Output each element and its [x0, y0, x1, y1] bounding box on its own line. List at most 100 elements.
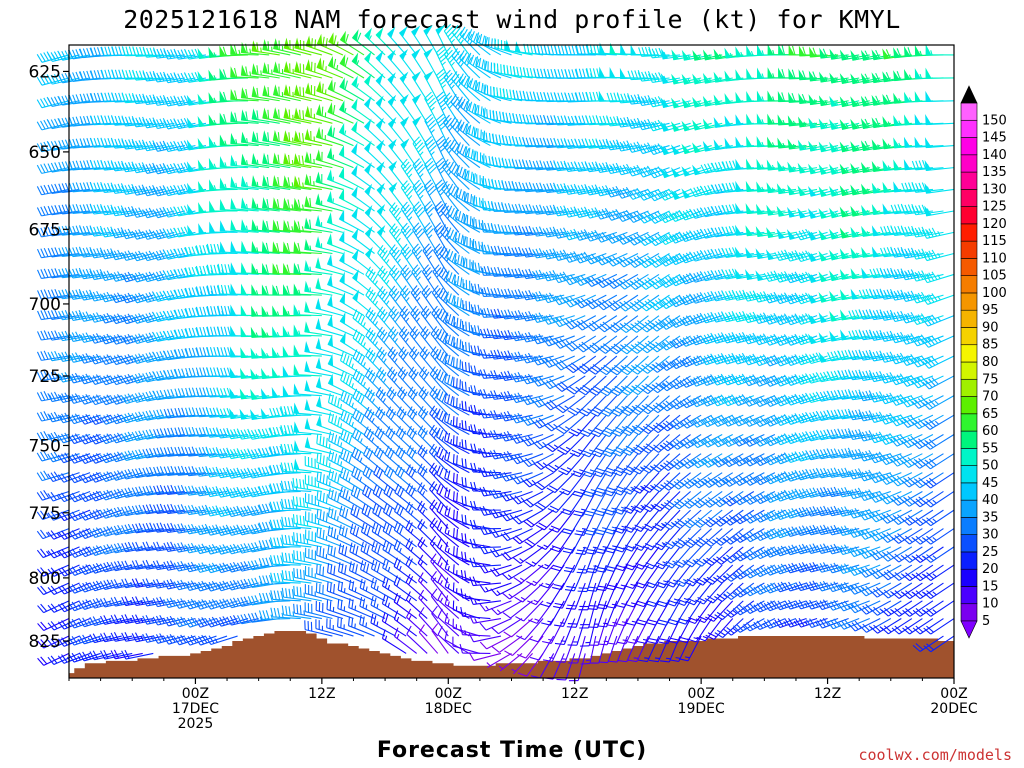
wind-barb-staff — [340, 457, 365, 474]
wind-barb-feather — [199, 306, 203, 316]
wind-barb-pennant — [219, 220, 226, 232]
wind-barb-feather — [86, 137, 91, 148]
wind-barb-feather — [106, 333, 113, 343]
wind-barb-feather — [365, 467, 370, 477]
wind-barb-feather — [47, 433, 54, 443]
wind-barb-feather — [202, 387, 207, 397]
wind-barb-half-feather — [56, 532, 61, 537]
wind-barb-feather — [78, 436, 86, 445]
wind-barb-staff — [104, 294, 133, 303]
wind-barb-staff — [63, 453, 91, 464]
wind-barb-feather — [106, 414, 113, 423]
wind-barb-feather — [40, 639, 48, 647]
wind-barb-feather — [99, 335, 106, 345]
wind-barb-feather — [326, 563, 330, 573]
wind-barb-half-feather — [385, 259, 390, 264]
wind-barb — [99, 452, 133, 464]
wind-barb-staff — [94, 273, 122, 281]
wind-barb-feather — [188, 347, 193, 358]
wind-barb-feather — [378, 469, 384, 479]
wind-barb-feather — [356, 489, 361, 499]
wind-barb-half-feather — [292, 611, 295, 617]
wind-barb-feather — [296, 496, 299, 507]
wind-barb-feather — [367, 469, 373, 479]
wind-barb-feather — [47, 586, 55, 595]
wind-barb-half-feather — [88, 495, 92, 500]
wind-barb-feather — [110, 272, 117, 282]
wind-barb-pennant — [304, 151, 311, 164]
wind-barb-feather — [145, 448, 151, 458]
wind-barb-feather — [206, 367, 211, 377]
wind-barb-feather — [100, 138, 105, 148]
wind-barb-feather — [78, 312, 85, 322]
wind-barb-half-feather — [362, 362, 366, 367]
wind-barb-feather — [43, 450, 49, 460]
wind-barb — [36, 489, 70, 501]
wind-barb-pennant — [293, 402, 300, 414]
wind-barb-feather — [71, 635, 78, 645]
wind-barb-feather — [50, 184, 56, 194]
wind-barb-feather — [61, 73, 67, 83]
wind-barb-staff — [94, 395, 122, 406]
wind-barb-feather — [322, 60, 325, 70]
wind-barb-staff — [83, 355, 112, 364]
wind-barb — [68, 310, 101, 321]
wind-barb-pennant — [304, 280, 311, 293]
wind-barb-feather — [344, 527, 348, 538]
wind-barb-pennant — [326, 254, 333, 267]
wind-barb-pennant — [230, 240, 237, 253]
wind-barb-feather — [247, 578, 253, 588]
wind-barb-feather — [58, 310, 63, 320]
wind-barb-feather — [53, 471, 60, 480]
wind-barb-feather — [61, 117, 67, 127]
wind-barb-feather — [36, 164, 43, 174]
wind-barb-staff — [115, 273, 143, 282]
wind-barb — [79, 289, 112, 301]
wind-barb-feather — [36, 412, 43, 422]
wind-barb-feather — [103, 453, 110, 462]
wind-barb-feather — [50, 74, 57, 84]
wind-barb-feather — [131, 141, 137, 151]
wind-barb-feather — [322, 511, 325, 521]
wind-barb-half-feather — [77, 638, 81, 644]
wind-barb-feather — [177, 227, 183, 237]
wind-barb-pennant — [327, 124, 333, 138]
wind-barb-pennant — [186, 161, 195, 173]
wind-barb — [99, 333, 133, 345]
wind-barb-pennant — [230, 197, 237, 210]
wind-barb-pennant — [315, 297, 322, 311]
wind-barb-feather — [303, 552, 305, 562]
wind-barb-feather — [72, 49, 77, 59]
wind-barb-feather — [345, 355, 350, 365]
wind-barb-feather — [374, 542, 378, 553]
wind-barb-pennant — [327, 334, 334, 348]
wind-barb-feather — [99, 416, 107, 425]
wind-barb-feather — [319, 454, 322, 464]
wind-barb-feather — [180, 268, 186, 278]
wind-barb-feather — [75, 116, 81, 126]
wind-barb-feather — [54, 268, 60, 278]
wind-barb-feather — [103, 355, 110, 364]
wind-barb — [374, 426, 396, 455]
wind-barb-feather — [293, 568, 295, 578]
wind-barb-feather — [61, 139, 67, 149]
wind-barb-feather — [287, 154, 291, 165]
wind-barb-feather — [106, 354, 113, 363]
wind-barb-feather — [288, 553, 291, 563]
wind-barb-half-feather — [56, 551, 61, 556]
wind-barb-feather — [111, 116, 116, 126]
wind-barb-feather — [36, 371, 42, 381]
wind-barb-feather — [47, 331, 53, 341]
wind-barb-staff — [105, 472, 133, 482]
wind-barb-half-feather — [77, 514, 82, 519]
wind-barb-feather — [50, 371, 56, 381]
wind-barb-feather — [72, 160, 77, 170]
wind-barb-staff — [340, 360, 365, 377]
wind-barb-feather — [54, 140, 60, 150]
wind-barb-staff — [95, 490, 122, 502]
wind-barb-feather — [92, 313, 99, 322]
wind-barb-feather — [61, 268, 67, 278]
wind-barb-feather — [284, 499, 288, 509]
wind-barb-feather — [43, 330, 49, 340]
wind-barb-feather — [40, 120, 46, 130]
